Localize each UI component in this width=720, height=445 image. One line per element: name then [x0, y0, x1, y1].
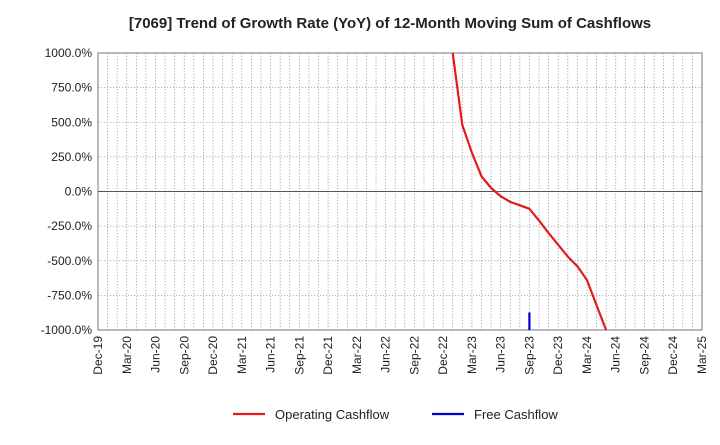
- y-tick-label: 250.0%: [51, 150, 92, 164]
- y-tick-label: -250.0%: [47, 219, 92, 233]
- y-tick-label: -1000.0%: [41, 323, 93, 337]
- x-tick-label: Jun-24: [609, 336, 623, 373]
- axes: 1000.0% 750.0% 500.0% 250.0% 0.0% -250.0% -500…: [41, 46, 709, 375]
- y-tick-label: 0.0%: [65, 185, 93, 199]
- x-tick-label: Jun-20: [149, 336, 163, 373]
- x-tick-label: Jun-21: [264, 336, 278, 373]
- x-tick-label: Mar-21: [235, 336, 249, 374]
- y-tick-label: 500.0%: [51, 115, 92, 129]
- x-tick-label: Mar-23: [465, 336, 479, 374]
- x-tick-label: Dec-21: [321, 336, 335, 375]
- x-tick-label: Sep-23: [522, 336, 536, 375]
- x-tick-label: Sep-22: [407, 336, 421, 375]
- x-tick-label: Dec-19: [91, 336, 105, 375]
- y-tick-label: -750.0%: [47, 288, 92, 302]
- y-tick-label: 1000.0%: [45, 46, 93, 60]
- legend-label: Operating Cashflow: [275, 407, 390, 422]
- x-tick-label: Mar-24: [580, 336, 594, 374]
- x-tick-label: Sep-21: [292, 336, 306, 375]
- x-tick-label: Dec-22: [436, 336, 450, 375]
- x-tick-label: Dec-23: [551, 336, 565, 375]
- x-tick-label: Sep-20: [177, 336, 191, 375]
- x-tick-label: Dec-24: [666, 336, 680, 375]
- x-tick-label: Sep-24: [637, 336, 651, 375]
- chart-title: [7069] Trend of Growth Rate (YoY) of 12-…: [129, 15, 651, 32]
- x-tick-label: Jun-22: [379, 336, 393, 373]
- x-tick-label: Mar-25: [695, 336, 709, 374]
- legend-label: Free Cashflow: [474, 407, 558, 422]
- y-tick-label: -500.0%: [47, 254, 92, 268]
- legend: Operating Cashflow Free Cashflow: [233, 407, 558, 422]
- grid: [98, 53, 702, 330]
- x-tick-label: Mar-22: [350, 336, 364, 374]
- x-tick-label: Jun-23: [494, 336, 508, 373]
- x-tick-label: Mar-20: [120, 336, 134, 374]
- x-tick-label: Dec-20: [206, 336, 220, 375]
- y-tick-label: 750.0%: [51, 81, 92, 95]
